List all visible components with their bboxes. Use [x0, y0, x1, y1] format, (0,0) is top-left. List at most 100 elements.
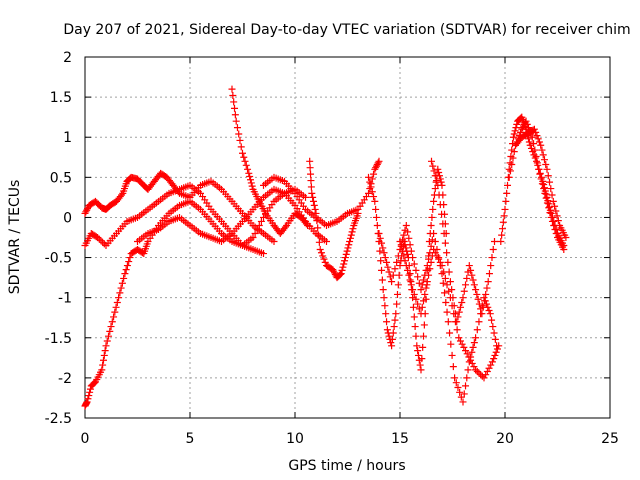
data-point-marker: [400, 252, 408, 260]
data-point-marker: [460, 390, 468, 398]
data-point-marker: [458, 340, 466, 348]
data-point-marker: [436, 258, 444, 266]
data-point-marker: [421, 290, 429, 298]
data-point-marker: [410, 260, 418, 268]
data-point-marker: [446, 278, 454, 286]
data-point-marker: [425, 271, 433, 279]
data-point-marker: [490, 355, 498, 363]
data-point-marker: [95, 235, 103, 243]
data-point-marker: [420, 332, 428, 340]
data-point-marker: [522, 117, 530, 125]
y-tick-label: 1: [63, 130, 72, 146]
data-point-marker: [420, 297, 428, 305]
data-point-marker: [90, 380, 98, 388]
data-point-marker: [86, 385, 94, 393]
data-point-marker: [460, 343, 468, 351]
data-point-marker: [531, 146, 539, 154]
data-point-marker: [535, 138, 543, 146]
data-point-marker: [380, 294, 388, 302]
data-point-marker: [347, 231, 355, 239]
data-point-marker: [419, 343, 427, 351]
data-point-marker: [535, 165, 543, 173]
data-point-marker: [440, 229, 448, 237]
data-point-marker: [249, 234, 257, 241]
x-axis-label: GPS time / hours: [288, 458, 405, 474]
data-point-marker: [491, 238, 498, 246]
data-series: [512, 125, 570, 241]
data-point-marker: [414, 273, 422, 281]
data-point-marker: [491, 351, 499, 359]
data-point-marker: [412, 295, 420, 303]
data-point-marker: [371, 165, 379, 173]
data-point-marker: [388, 342, 396, 350]
data-point-marker: [447, 340, 455, 348]
data-point-marker: [378, 276, 386, 284]
data-point-marker: [478, 372, 486, 380]
data-point-marker: [348, 228, 356, 236]
data-point-marker: [509, 154, 517, 162]
data-point-marker: [99, 361, 107, 369]
data-point-marker: [456, 303, 464, 311]
data-point-marker: [411, 323, 419, 331]
data-point-marker: [107, 323, 115, 331]
data-point-marker: [414, 347, 422, 355]
data-point-marker: [430, 197, 438, 205]
data-point-marker: [418, 303, 426, 311]
data-point-marker: [538, 180, 546, 188]
data-point-marker: [473, 326, 481, 334]
data-point-marker: [435, 255, 443, 263]
data-point-marker: [483, 284, 491, 292]
data-point-marker: [560, 246, 568, 254]
data-point-marker: [388, 335, 396, 343]
data-point-marker: [302, 193, 309, 201]
data-point-marker: [410, 313, 418, 321]
data-point-marker: [438, 262, 446, 270]
data-point-marker: [482, 371, 490, 379]
data-point-marker: [465, 262, 473, 270]
data-point-marker: [260, 250, 267, 258]
chart-title: Day 207 of 2021, Sidereal Day-to-day VTE…: [63, 22, 630, 38]
data-point-marker: [418, 355, 426, 363]
data-point-marker: [530, 140, 538, 148]
y-tick-label: -1.5: [45, 331, 72, 347]
data-point-marker: [422, 266, 430, 274]
data-point-marker: [246, 173, 254, 181]
data-point-marker: [498, 231, 506, 239]
data-point-marker: [308, 189, 316, 197]
data-point-marker: [245, 169, 253, 177]
data-point-marker: [454, 384, 462, 392]
data-point-marker: [468, 348, 476, 356]
data-point-marker: [489, 323, 497, 331]
data-point-marker: [542, 194, 550, 202]
data-point-marker: [495, 342, 503, 350]
data-point-marker: [311, 205, 319, 213]
data-point-marker: [404, 250, 412, 258]
data-point-marker: [83, 206, 91, 214]
data-point-marker: [81, 209, 89, 217]
data-point-marker: [388, 278, 396, 286]
data-point-marker: [94, 234, 102, 241]
data-point-marker: [473, 290, 481, 298]
data-point-marker: [462, 347, 470, 355]
data-point-marker: [480, 297, 488, 305]
data-point-marker: [409, 303, 417, 311]
data-point-marker: [406, 241, 414, 249]
data-point-marker: [84, 395, 92, 403]
data-point-marker: [371, 197, 379, 205]
data-point-marker: [519, 122, 527, 130]
data-point-marker: [381, 302, 389, 310]
data-point-marker: [493, 345, 501, 353]
data-point-marker: [382, 310, 390, 318]
data-point-marker: [436, 175, 444, 183]
data-point-marker: [548, 217, 556, 225]
data-point-marker: [101, 347, 109, 355]
data-point-marker: [435, 169, 443, 177]
data-point-marker: [472, 366, 480, 374]
data-point-marker: [427, 258, 435, 266]
data-point-marker: [380, 249, 388, 257]
data-point-marker: [230, 98, 238, 106]
data-point-marker: [500, 212, 508, 220]
data-point-marker: [473, 367, 481, 375]
plot-area-frame: [84, 56, 611, 419]
data-point-marker: [244, 165, 252, 173]
